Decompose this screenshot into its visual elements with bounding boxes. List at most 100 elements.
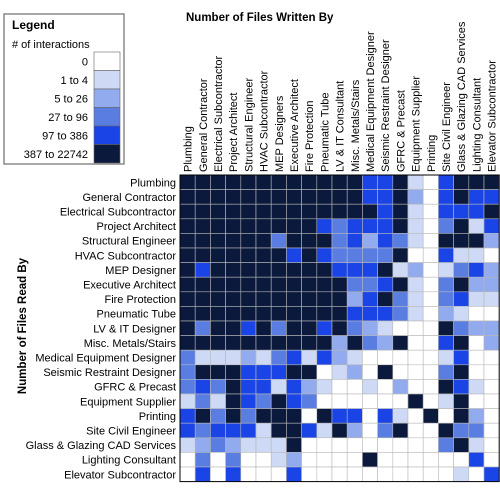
heatmap-cell [453,452,470,468]
heatmap-cell [438,291,454,307]
heatmap-cell [286,233,302,249]
x-tick-label: Equipment Supplier [411,76,423,172]
legend-label: 5 to 26 [54,94,88,106]
heatmap-cell [240,437,257,453]
heatmap-cell [210,349,226,366]
x-tick-label: Site Civil Engineer [441,82,453,172]
x-tick-label: MEP Designers [274,95,286,172]
heatmap-cell [240,422,257,439]
heatmap-cell [377,452,394,468]
heatmap-cell [377,306,394,322]
heatmap-cell [225,203,242,220]
heatmap-cell [255,466,272,482]
heatmap-cell [453,291,470,307]
heatmap-cell [210,335,226,351]
heatmap-cell [483,276,500,293]
heatmap-cell [362,174,378,190]
x-tick-label: Fire Protection [304,100,316,172]
heatmap-cell [362,291,378,307]
heatmap-cell [194,393,211,409]
heatmap-cell [225,174,242,190]
heatmap-cell [194,233,211,249]
legend-swatch [93,125,121,145]
heatmap-cell [255,364,272,380]
heatmap-cell [468,349,485,366]
heatmap-cell [468,262,485,278]
heatmap-cell [483,189,500,205]
heatmap-cell [377,422,394,439]
heatmap-cell [240,349,257,366]
heatmap-cell [468,466,485,482]
heatmap-cell [407,218,424,234]
heatmap-cell [407,203,424,220]
heatmap-cell [468,189,485,205]
heatmap-cell [453,218,470,234]
heatmap-cell [225,408,242,424]
x-tick-label: Lighting Consultant [471,78,483,172]
heatmap-cell [210,174,226,190]
heatmap-cell [407,233,424,249]
heatmap-cell [194,349,211,366]
heatmap-cell [270,452,287,468]
heatmap-cell [240,189,257,205]
legend-swatch [93,107,121,127]
y-tick-label: Medical Equipment Designer [35,353,176,365]
heatmap-cell [362,422,378,439]
heatmap-cell [362,247,378,263]
y-tick-label: Lighting Consultant [82,455,176,467]
heatmap-cell [316,276,333,293]
heatmap-cell [286,437,302,453]
heatmap-cell [301,349,318,366]
heatmap-cell [225,349,242,366]
heatmap-cell [483,393,500,409]
heatmap-cell [453,174,470,190]
heatmap-cell [422,291,439,307]
x-tick-label: Structural Engineer [243,78,255,172]
heatmap-cell [270,276,287,293]
legend-label: 1 to 4 [60,75,88,87]
x-tick-label: Electrical Subcontractor [213,56,225,172]
heatmap-cell [301,452,318,468]
heatmap-cell [468,233,485,249]
heatmap-cell [255,408,272,424]
heatmap-cell [392,335,409,351]
heatmap-cell [377,174,394,190]
y-tick-label: Misc. Metals/Stairs [84,338,177,350]
heatmap-cell [362,364,378,380]
y-tick-label: Elevator Subcontractor [64,469,176,481]
heatmap-cell [362,393,378,409]
heatmap-cell [453,437,470,453]
heatmap-cell [483,422,500,439]
heatmap-cell [331,233,348,249]
heatmap-cell [255,349,272,366]
heatmap-cell [407,262,424,278]
y-tick-label: HVAC Subcontractor [75,250,177,262]
heatmap-cell [286,306,302,322]
heatmap-cell [346,320,363,336]
heatmap-cell [270,379,287,395]
heatmap-cell [392,320,409,336]
legend-swatch [93,88,121,108]
heatmap-cell [194,218,211,234]
heatmap-cell [392,306,409,322]
heatmap-cell [270,233,287,249]
heatmap-cell [301,422,318,439]
heatmap-cell [483,306,500,322]
heatmap-cell [422,174,439,190]
x-tick-label: Misc. Metals/Stairs [350,79,362,172]
heatmap-cell [438,276,454,293]
heatmap-cell [453,320,470,336]
heatmap-cell [286,466,302,482]
heatmap-cell [392,233,409,249]
heatmap-cell [468,422,485,439]
heatmap-cell [270,203,287,220]
heatmap-cell [331,291,348,307]
heatmap-cell [331,349,348,366]
x-tick-label: Plumbing [183,126,195,172]
heatmap-cell [453,262,470,278]
heatmap-cell [286,203,302,220]
heatmap-cell [225,422,242,439]
heatmap-cell [377,364,394,380]
heatmap-cell [194,262,211,278]
heatmap-cell [331,408,348,424]
